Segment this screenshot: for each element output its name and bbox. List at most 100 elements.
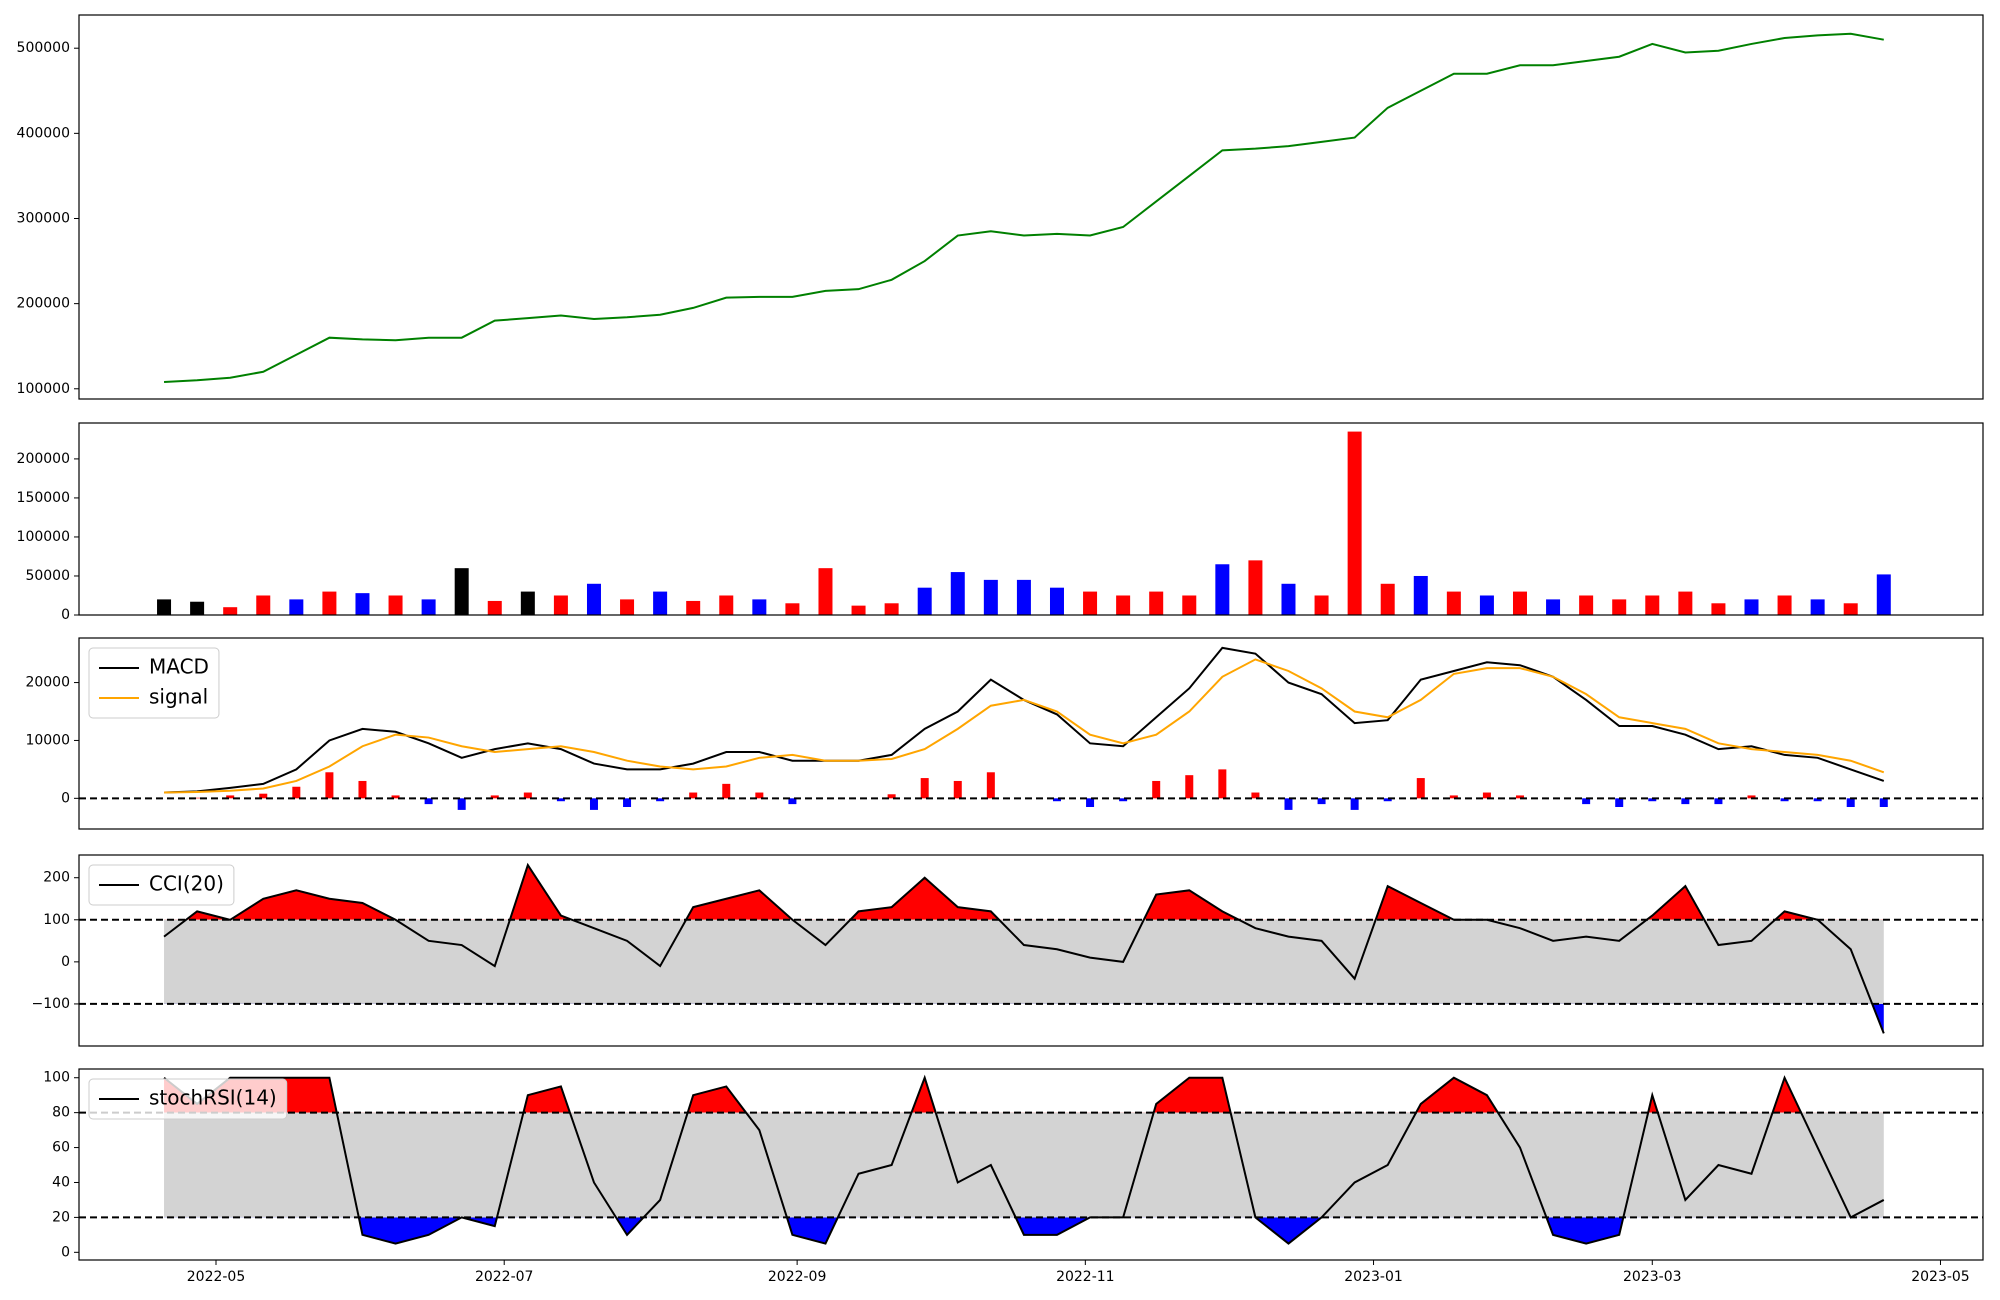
axes-frame — [78, 637, 1984, 830]
y-tick-label: 100000 — [17, 529, 70, 545]
volume-bar — [686, 600, 701, 615]
plot-area — [79, 646, 1983, 810]
neutral-band — [164, 919, 1884, 1004]
volume-bar — [1479, 595, 1494, 615]
volume-bar — [190, 601, 205, 615]
series-line — [163, 862, 1885, 1034]
histogram-bar — [490, 795, 499, 799]
volume-bar — [1843, 603, 1858, 615]
volume-bar — [653, 591, 668, 615]
y-tick-label: 400000 — [17, 125, 70, 141]
histogram-bar — [1185, 775, 1194, 799]
histogram-bar — [722, 783, 731, 799]
y-tick-label: 10000 — [25, 732, 70, 748]
histogram-bar — [1350, 798, 1359, 810]
volume-bar — [1446, 591, 1461, 615]
histogram-bar — [1482, 792, 1491, 799]
histogram-bar — [1515, 795, 1524, 799]
histogram-bar — [1780, 798, 1789, 802]
histogram-bar — [424, 798, 433, 805]
volume-bar — [884, 603, 899, 615]
histogram-bar — [1747, 795, 1756, 799]
legend-box — [88, 864, 235, 906]
neutral-band — [164, 1112, 1884, 1218]
volume-bar — [1083, 591, 1098, 615]
legend-box — [88, 647, 220, 719]
histogram-bar — [457, 798, 466, 810]
histogram-bar — [656, 798, 665, 802]
y-tick-label: 20000 — [25, 675, 70, 691]
volume-bar — [1016, 579, 1031, 615]
x-tick-label: 2022-05 — [187, 1269, 246, 1285]
histogram-bar — [1218, 769, 1227, 799]
histogram-bar — [1648, 798, 1657, 802]
histogram-bar — [1615, 798, 1624, 808]
histogram-bar — [1317, 798, 1326, 805]
volume-bar — [818, 568, 833, 615]
axes-frame — [78, 1068, 1984, 1261]
y-tick-label: 200000 — [17, 451, 70, 467]
y-tick-label: 80 — [52, 1105, 70, 1121]
volume-bar — [1744, 599, 1759, 615]
volume-bar — [1579, 595, 1594, 615]
volume-bar — [1314, 595, 1329, 615]
y-tick-label: 500000 — [17, 40, 70, 56]
series-line — [164, 658, 1885, 794]
volume-bar — [917, 587, 932, 615]
volume-bar — [1347, 431, 1362, 615]
volume-bar — [322, 591, 337, 615]
y-tick-label: 0 — [61, 1244, 70, 1260]
histogram-bar — [1449, 795, 1458, 799]
x-tick-label: 2022-09 — [768, 1269, 827, 1285]
x-tick-label: 2022-11 — [1056, 1269, 1115, 1285]
histogram-bar — [391, 795, 400, 799]
y-tick-label: 150000 — [17, 490, 70, 506]
volume-bar — [553, 595, 568, 615]
y-tick-label: 100 — [43, 1070, 70, 1086]
histogram-bar — [259, 793, 268, 799]
histogram-bar — [325, 772, 334, 799]
volume-bar — [752, 599, 767, 615]
volume-bar — [355, 593, 370, 615]
x-tick-label: 2023-03 — [1623, 1269, 1682, 1285]
series-line — [163, 32, 1884, 383]
volume-bar — [1413, 575, 1428, 615]
histogram-bar — [1086, 798, 1095, 808]
y-tick-label: 200 — [43, 870, 70, 886]
histogram-bar — [523, 792, 532, 799]
histogram-bar — [358, 780, 367, 799]
volume-bar — [520, 591, 535, 615]
plot-area — [79, 862, 1983, 1034]
y-tick-label: 100000 — [17, 381, 70, 397]
y-tick-label: 0 — [61, 790, 70, 806]
histogram-bar — [556, 798, 565, 802]
volume-bar — [1711, 603, 1726, 615]
volume-bar — [1612, 599, 1627, 615]
volume-bar — [157, 599, 172, 615]
volume-bar — [289, 599, 304, 615]
x-tick-label: 2023-01 — [1344, 1269, 1403, 1285]
legend-label: CCI(20) — [149, 872, 224, 896]
histogram-bar — [953, 780, 962, 799]
legend-label: MACD — [149, 655, 209, 679]
y-tick-label: 0 — [61, 954, 70, 970]
volume-bar — [983, 579, 998, 615]
volume-bar — [256, 595, 271, 615]
plot-area — [163, 32, 1884, 383]
volume-bar — [223, 607, 238, 615]
y-tick-label: 100 — [43, 912, 70, 928]
y-tick-label: 200000 — [17, 296, 70, 312]
volume-bar — [719, 595, 734, 615]
plot-area — [157, 431, 1891, 615]
volume-bar — [487, 600, 502, 615]
volume-bar — [1546, 599, 1561, 615]
volume-bar — [851, 605, 866, 615]
volume-bar — [1777, 595, 1792, 615]
histogram-bar — [1251, 792, 1260, 799]
histogram-bar — [1582, 798, 1591, 805]
volume-bar — [1281, 583, 1296, 615]
histogram-bar — [1052, 798, 1061, 802]
volume-bar — [1645, 595, 1660, 615]
histogram-bar — [1813, 798, 1822, 802]
volume-bar — [388, 595, 403, 615]
